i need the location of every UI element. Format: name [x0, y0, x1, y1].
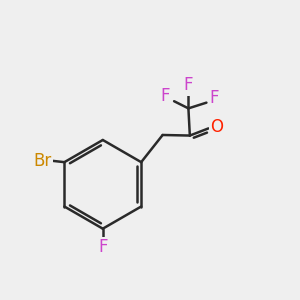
Text: Br: Br	[34, 152, 52, 170]
Text: O: O	[210, 118, 223, 136]
Text: F: F	[209, 89, 219, 107]
Text: F: F	[98, 238, 107, 256]
Text: F: F	[184, 76, 193, 94]
Text: F: F	[161, 87, 170, 105]
